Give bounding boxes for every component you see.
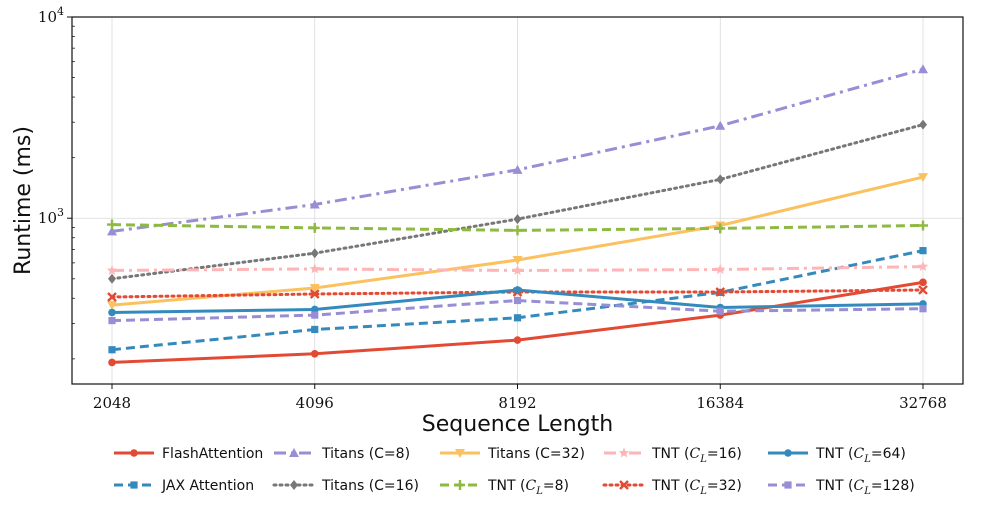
x-tick-label: 32768 [899,394,947,412]
legend-label: TNT (CL=16) [651,446,742,465]
legend: FlashAttention JAX Attention Titans (C=8) T… [114,446,915,497]
x-axis: 2048 4096 8192 16384 32768 [93,384,947,412]
series-9 [108,296,927,325]
data-point [715,223,726,234]
legend-label: JAX Attention [161,478,254,494]
legend-label: TNT (CL=8) [487,478,569,497]
legend-item: TNT (CL=8) [440,478,569,497]
data-point [919,119,927,130]
legend-item: Titans (C=32) [440,446,585,462]
data-point [512,264,523,275]
data-point [311,325,319,334]
data-point [918,173,928,183]
data-point [309,283,320,293]
data-point [108,346,116,354]
data-point [309,289,320,299]
data-point [107,292,117,302]
series-3 [108,119,927,284]
legend-label: TNT (CL=64) [815,446,906,465]
legend-item: TNT (CL=16) [604,446,742,465]
series-line [111,223,924,232]
data-point [512,225,523,236]
series-5 [107,219,928,236]
legend-swatch-marker [290,480,298,490]
data-point [107,301,117,311]
data-point [107,226,117,236]
data-point [512,164,523,174]
legend-label: Titans (C=8) [321,446,410,462]
legend-label: TNT (CL=128) [815,478,915,497]
data-point [106,264,118,275]
data-point [310,248,319,259]
x-tick-label: 8192 [498,394,536,412]
legend-swatch-marker [784,481,792,489]
data-point [108,308,116,317]
y-axis: 103 104 [38,5,72,227]
data-point [513,286,522,294]
data-point [107,219,117,230]
data-point [108,358,116,367]
legend-swatch-marker [130,481,138,489]
data-point [513,296,522,305]
data-point [108,316,116,325]
x-tick-label: 16384 [696,394,744,412]
data-point [309,199,320,209]
legend-item: JAX Attention [114,478,254,494]
series-line [110,288,925,299]
y-tick-label: 103 [38,206,64,227]
legend-item: Titans (C=16) [272,478,419,494]
legend-item: Titans (C=8) [274,446,410,462]
data-point [716,174,725,185]
y-tick-label: 104 [38,5,64,26]
legend-swatch-marker [455,449,465,458]
data-point [512,255,523,265]
legend-swatch-marker [455,480,465,490]
data-point [310,305,319,314]
x-tick-label: 2048 [93,394,131,412]
data-point [108,273,116,284]
data-point [715,287,726,297]
data-point [918,220,928,231]
legend-label: Titans (C=16) [321,478,419,494]
series-group [106,64,929,367]
legend-label: TNT (CL=32) [651,478,742,497]
data-point [513,336,522,344]
x-axis-label: Sequence Length [422,412,613,437]
x-tick-label: 4096 [296,394,334,412]
legend-swatch-marker [130,449,138,457]
data-point [918,64,928,74]
y-axis-label: Runtime (ms) [11,126,36,275]
legend-item: TNT (CL=128) [768,478,915,497]
data-point [919,247,927,255]
data-point [919,305,927,313]
data-point [309,263,320,274]
data-point [716,307,724,315]
data-point [309,222,320,233]
legend-swatch-marker [784,449,792,457]
legend-swatch-marker [619,480,629,490]
data-point [513,314,522,322]
legend-label: Titans (C=32) [487,446,585,462]
data-point [310,349,319,358]
data-point [919,278,927,287]
data-point [715,120,726,130]
legend-label: FlashAttention [162,446,263,462]
data-point [715,264,726,274]
data-point [311,311,319,319]
series-2 [107,64,928,236]
legend-swatch-marker [289,448,299,457]
data-point [513,214,522,225]
legend-item: TNT (CL=32) [602,478,742,497]
legend-swatch-marker [618,447,630,458]
data-point [918,285,928,295]
legend-item: TNT (CL=64) [768,446,906,465]
data-point [917,261,929,272]
series-6 [106,261,929,275]
legend-item: FlashAttention [114,446,263,462]
